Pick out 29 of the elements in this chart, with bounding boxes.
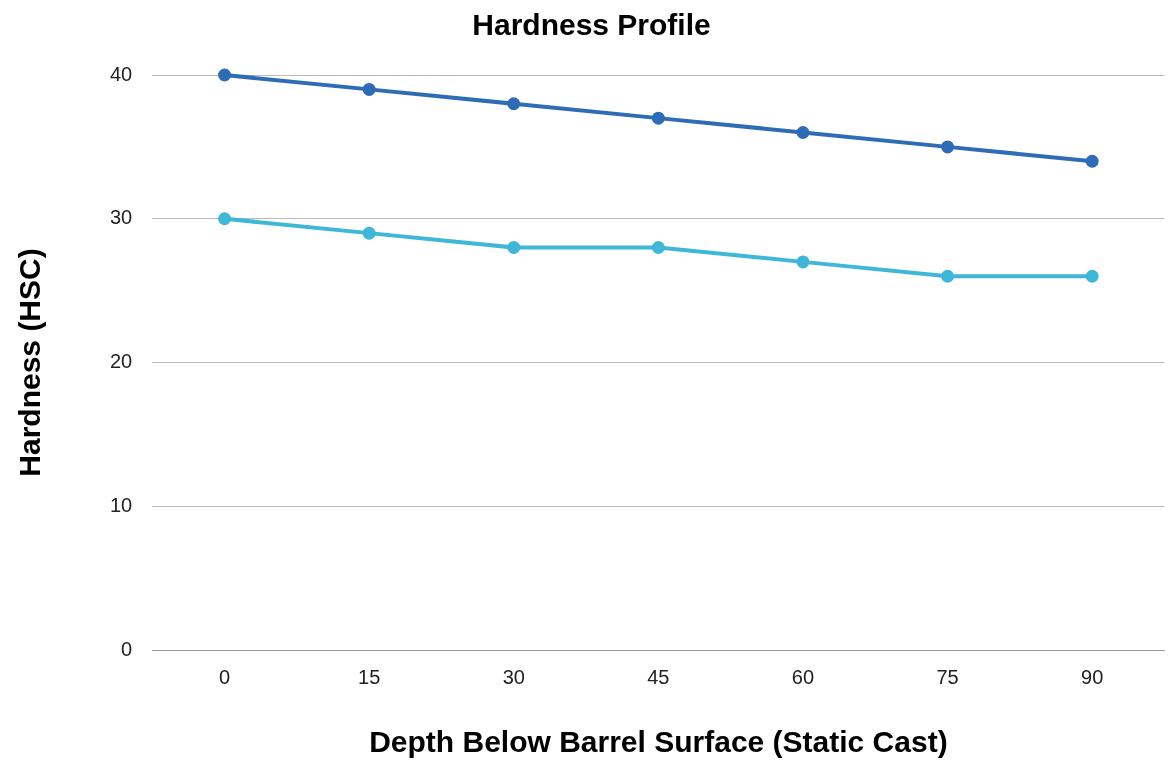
point bbox=[796, 126, 810, 139]
x-tick-label: 45 bbox=[647, 665, 670, 688]
x-tick-label: 90 bbox=[1081, 665, 1104, 688]
point bbox=[218, 212, 232, 226]
point bbox=[796, 255, 810, 269]
point bbox=[362, 82, 376, 96]
x-tick-label: 60 bbox=[791, 665, 815, 688]
point bbox=[218, 68, 232, 82]
point bbox=[507, 241, 521, 254]
point bbox=[1085, 154, 1099, 168]
y-tick-label: 40 bbox=[110, 62, 133, 85]
y-tick-label: 10 bbox=[110, 493, 133, 516]
y-tick-label: 20 bbox=[110, 350, 133, 373]
x-tick-label: 75 bbox=[936, 665, 959, 688]
point bbox=[651, 111, 665, 125]
x-tick-label: 0 bbox=[218, 665, 231, 688]
x-axis-title: Depth Below Barrel Surface (Static Cast) bbox=[369, 725, 948, 759]
x-tick-label: 30 bbox=[502, 665, 525, 688]
point bbox=[941, 140, 955, 154]
point bbox=[507, 97, 521, 111]
point bbox=[941, 269, 955, 283]
y-axis-title: Hardness (HSC) bbox=[13, 248, 47, 477]
chart-title: Hardness Profile bbox=[472, 8, 711, 42]
point bbox=[1085, 269, 1099, 283]
x-tick-label: 15 bbox=[358, 665, 381, 688]
point bbox=[362, 226, 376, 240]
y-tick-label: 0 bbox=[121, 637, 133, 660]
point bbox=[651, 241, 665, 254]
y-tick-label: 30 bbox=[110, 206, 133, 229]
